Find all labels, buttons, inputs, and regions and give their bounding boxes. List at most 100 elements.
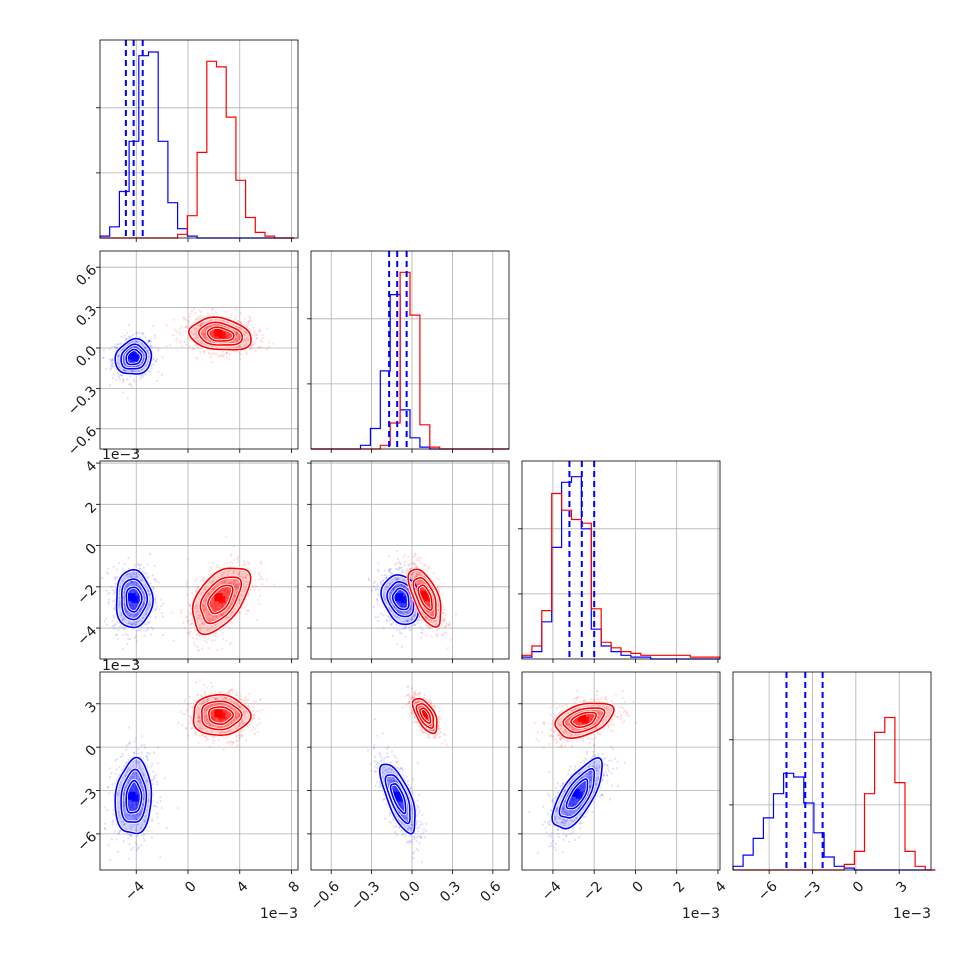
sample-point-red — [225, 587, 228, 591]
density-peak-red — [218, 712, 226, 720]
sample-point-red — [180, 608, 183, 612]
sample-point-red — [236, 320, 239, 323]
sample-point-red — [185, 727, 188, 730]
sample-point-red — [257, 346, 260, 350]
sample-point-red — [223, 588, 226, 591]
sample-point-red — [194, 337, 197, 340]
sample-point-blue — [137, 760, 140, 763]
sample-point-red — [196, 586, 199, 589]
sample-point-blue — [139, 609, 142, 612]
sample-point-blue — [135, 635, 138, 638]
sample-point-blue — [125, 584, 128, 587]
sample-point-blue — [130, 575, 133, 578]
sample-point-blue — [376, 603, 379, 606]
sample-point-red — [200, 323, 203, 326]
sample-point-red — [197, 616, 200, 620]
sample-point-blue — [118, 816, 121, 819]
sample-point-red — [203, 716, 206, 719]
sample-point-red — [237, 715, 241, 718]
sample-point-blue — [114, 583, 117, 586]
sample-point-blue — [117, 358, 120, 362]
sample-point-blue — [105, 368, 108, 371]
sample-point-blue — [127, 612, 130, 615]
sample-point-blue — [130, 581, 133, 584]
sample-point-red — [243, 587, 246, 590]
sample-point-blue — [150, 626, 153, 629]
sample-point-red — [220, 602, 223, 606]
sample-point-red — [259, 594, 262, 597]
sample-point-red — [229, 698, 232, 702]
sample-point-red — [238, 611, 241, 614]
sample-point-blue — [115, 758, 118, 761]
sample-point-red — [249, 348, 252, 351]
sample-point-red — [223, 580, 226, 584]
sample-point-blue — [114, 759, 117, 762]
sample-point-red — [211, 331, 214, 335]
sample-point-red — [240, 733, 243, 736]
sample-point-red — [220, 731, 223, 734]
sample-point-red — [219, 725, 222, 729]
sample-point-red — [267, 345, 270, 348]
sample-point-blue — [131, 604, 134, 608]
sample-point-blue — [407, 620, 410, 623]
sample-point-red — [203, 336, 206, 339]
sample-point-blue — [395, 585, 398, 588]
sample-point-blue — [130, 848, 133, 852]
sample-point-red — [226, 562, 229, 565]
sample-point-blue — [396, 576, 399, 580]
sample-point-blue — [124, 827, 128, 831]
sample-point-red — [221, 350, 224, 353]
sample-point-blue — [418, 618, 421, 621]
sample-point-blue — [153, 564, 156, 567]
sample-point-red — [190, 726, 193, 730]
sample-point-red — [198, 614, 201, 617]
sample-point-blue — [150, 367, 153, 370]
sample-point-red — [228, 689, 231, 692]
sample-point-red — [232, 570, 235, 574]
sample-point-red — [244, 710, 247, 713]
sample-point-blue — [121, 755, 124, 758]
sample-point-blue — [132, 818, 136, 821]
sample-point-red — [172, 334, 175, 337]
sample-point-blue — [146, 349, 149, 352]
sample-point-red — [195, 605, 198, 608]
sample-point-red — [207, 612, 211, 615]
sample-point-red — [244, 696, 247, 699]
sample-point-red — [213, 602, 216, 606]
sample-point-blue — [155, 605, 159, 608]
sample-point-blue — [111, 820, 114, 824]
sample-point-blue — [130, 788, 134, 791]
sample-point-blue — [133, 380, 136, 383]
sample-point-blue — [128, 573, 132, 576]
sample-point-red — [205, 326, 208, 329]
sample-point-blue — [131, 804, 134, 807]
sample-point-blue — [104, 617, 108, 620]
sample-point-red — [242, 564, 245, 567]
sample-point-red — [202, 623, 205, 626]
sample-point-red — [214, 691, 217, 694]
sample-point-blue — [150, 820, 154, 823]
sample-point-red — [235, 604, 239, 607]
sample-point-blue — [120, 335, 123, 338]
sample-point-blue — [146, 829, 149, 832]
sample-point-blue — [152, 588, 155, 591]
sample-point-blue — [161, 615, 164, 618]
sample-point-red — [261, 334, 264, 337]
sample-point-red — [237, 573, 240, 576]
sample-point-blue — [128, 361, 132, 364]
sample-point-red — [204, 588, 207, 591]
sample-point-red — [209, 332, 212, 335]
sample-point-red — [223, 730, 226, 733]
sample-point-red — [253, 329, 256, 332]
sample-point-red — [212, 580, 215, 583]
sample-point-red — [206, 708, 209, 711]
sample-point-blue — [146, 626, 150, 630]
sample-point-blue — [138, 378, 142, 381]
density-peak-red — [218, 596, 226, 604]
sample-point-red — [222, 638, 225, 641]
sample-point-red — [219, 604, 222, 608]
sample-point-red — [221, 612, 224, 615]
sample-point-blue — [127, 837, 130, 840]
sample-point-blue — [148, 605, 151, 608]
sample-point-blue — [140, 785, 143, 788]
